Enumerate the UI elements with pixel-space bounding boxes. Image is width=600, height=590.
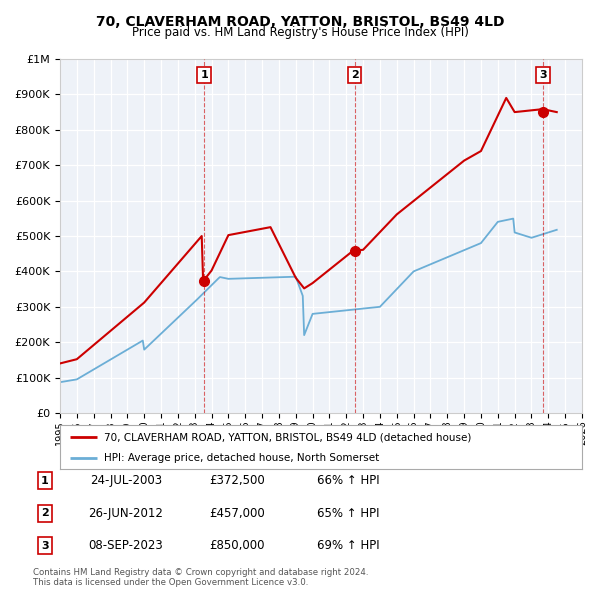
Text: 2: 2 xyxy=(41,509,49,518)
Text: 66% ↑ HPI: 66% ↑ HPI xyxy=(317,474,379,487)
Text: 2: 2 xyxy=(350,70,358,80)
Text: 24-JUL-2003: 24-JUL-2003 xyxy=(90,474,162,487)
Text: 1: 1 xyxy=(200,70,208,80)
Text: 08-SEP-2023: 08-SEP-2023 xyxy=(89,539,163,552)
Text: 26-JUN-2012: 26-JUN-2012 xyxy=(89,507,163,520)
Text: HPI: Average price, detached house, North Somerset: HPI: Average price, detached house, Nort… xyxy=(104,453,380,463)
Text: £372,500: £372,500 xyxy=(209,474,265,487)
Text: Price paid vs. HM Land Registry's House Price Index (HPI): Price paid vs. HM Land Registry's House … xyxy=(131,26,469,39)
Text: 70, CLAVERHAM ROAD, YATTON, BRISTOL, BS49 4LD (detached house): 70, CLAVERHAM ROAD, YATTON, BRISTOL, BS4… xyxy=(104,432,472,442)
Text: 65% ↑ HPI: 65% ↑ HPI xyxy=(317,507,379,520)
Text: 69% ↑ HPI: 69% ↑ HPI xyxy=(317,539,379,552)
Text: 3: 3 xyxy=(539,70,547,80)
Text: 3: 3 xyxy=(41,541,49,550)
Text: £850,000: £850,000 xyxy=(209,539,265,552)
Text: £457,000: £457,000 xyxy=(209,507,265,520)
Text: 1: 1 xyxy=(41,476,49,486)
Text: Contains HM Land Registry data © Crown copyright and database right 2024.
This d: Contains HM Land Registry data © Crown c… xyxy=(33,568,368,587)
Text: 70, CLAVERHAM ROAD, YATTON, BRISTOL, BS49 4LD: 70, CLAVERHAM ROAD, YATTON, BRISTOL, BS4… xyxy=(96,15,504,29)
